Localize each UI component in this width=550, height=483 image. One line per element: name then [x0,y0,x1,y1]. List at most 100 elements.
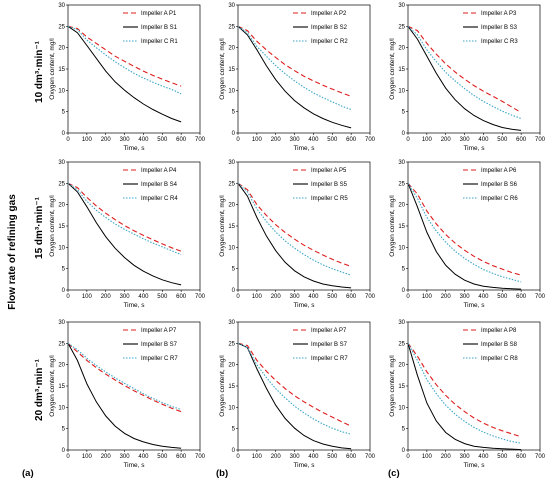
x-tick-label: 200 [441,294,452,300]
x-tick-label: 300 [290,454,301,460]
x-tick-label: 300 [460,454,471,460]
legend-entry: Impeller C R7 [311,356,348,362]
series-line-1 [237,182,352,268]
series-line-1 [237,342,352,427]
legend-entry: Impeller B S4 [141,182,178,188]
legend-entry: Impeller A P2 [311,11,347,17]
y-tick-label: 15 [228,67,235,73]
x-tick-label: 700 [535,294,546,300]
legend-entry: Impeller A P1 [141,11,177,17]
column-label-a: (a) [22,468,34,479]
series-line-3 [237,182,352,276]
x-axis-label: Time, s [293,302,315,309]
y-tick-label: 15 [58,384,65,390]
x-tick-label: 0 [406,137,410,143]
x-tick-label: 100 [252,137,263,143]
y-tick-label: 10 [228,245,235,251]
x-tick-label: 300 [460,294,471,300]
legend-entry: Impeller B S3 [481,25,518,31]
y-tick-label: 10 [58,88,65,94]
legend-entry: Impeller A P7 [311,328,347,334]
x-tick-label: 200 [271,454,282,460]
x-tick-label: 600 [516,294,527,300]
y-axis-label: Oxygen content, mg/l [219,195,226,257]
x-tick-label: 300 [290,294,301,300]
plot-area [237,161,371,291]
series-line-1 [67,25,182,87]
x-tick-label: 400 [478,454,489,460]
y-tick-label: 0 [62,131,66,137]
x-tick-label: 700 [365,294,376,300]
x-axis-label: Time, s [123,145,145,152]
x-tick-label: 0 [406,454,410,460]
legend-entry: Impeller A P7 [141,328,177,334]
x-tick-label: 400 [478,294,489,300]
y-tick-label: 20 [58,203,65,209]
legend-entry: Impeller A P3 [481,11,517,17]
y-tick-label: 25 [228,181,235,187]
x-tick-label: 200 [101,294,112,300]
chart-panel-2: 0 100 200 300 400 500 600 700 0 5 10 15 20 25 30 Time, … [219,3,376,152]
chart-panel-6: 0 100 200 300 400 500 600 700 0 5 10 15 20 25 30 Time, … [389,160,546,309]
legend-entry: Impeller B S2 [311,25,348,31]
x-tick-label: 300 [460,137,471,143]
x-tick-label: 300 [120,137,131,143]
x-tick-label: 600 [516,137,527,143]
x-tick-label: 100 [252,294,263,300]
y-tick-label: 20 [228,363,235,369]
plot-area [67,161,201,291]
x-tick-label: 100 [82,294,93,300]
legend-entry: Impeller C R1 [141,39,178,45]
series-line-1 [407,25,522,113]
plot-area [237,4,371,134]
x-tick-label: 0 [236,137,240,143]
y-tick-label: 10 [58,405,65,411]
x-tick-label: 600 [176,137,187,143]
series-line-1 [407,182,522,276]
y-tick-label: 15 [228,224,235,230]
x-tick-label: 400 [308,454,319,460]
x-tick-label: 500 [497,294,508,300]
plot-area [407,161,541,291]
y-tick-label: 15 [398,224,405,230]
y-tick-label: 0 [62,288,66,294]
y-tick-label: 5 [402,427,406,433]
y-tick-label: 15 [398,67,405,73]
legend-entry: Impeller C R8 [481,356,518,362]
x-tick-label: 100 [422,454,433,460]
x-axis-label: Time, s [123,462,145,469]
x-axis-label: Time, s [293,462,315,469]
y-tick-label: 5 [62,110,66,116]
chart-panel-4: 0 100 200 300 400 500 600 700 0 5 10 15 20 25 30 Time, … [49,160,206,309]
y-tick-label: 15 [58,67,65,73]
x-tick-label: 100 [422,137,433,143]
x-tick-label: 600 [516,454,527,460]
x-tick-label: 100 [422,294,433,300]
legend-entry: Impeller B S7 [311,342,348,348]
x-tick-label: 500 [327,294,338,300]
y-tick-label: 30 [398,320,405,326]
y-tick-label: 5 [232,267,236,273]
x-tick-label: 200 [441,137,452,143]
y-tick-label: 15 [58,224,65,230]
column-label-c: (c) [388,468,400,479]
x-axis-label: Time, s [463,462,485,469]
legend-entry: Impeller C R5 [311,196,348,202]
y-tick-label: 30 [58,160,65,166]
x-tick-label: 200 [101,137,112,143]
x-tick-label: 0 [66,454,70,460]
x-tick-label: 600 [346,137,357,143]
legend-entry: Impeller B S1 [141,25,178,31]
x-tick-label: 0 [236,294,240,300]
x-tick-label: 700 [535,454,546,460]
x-tick-label: 700 [195,294,206,300]
column-label-b: (b) [216,468,228,479]
y-tick-label: 20 [228,46,235,52]
y-tick-label: 10 [398,405,405,411]
y-tick-label: 25 [398,341,405,347]
series-line-3 [67,25,182,95]
legend-entry: Impeller A P6 [481,168,517,174]
x-tick-label: 600 [176,454,187,460]
chart-panel-8: 0 100 200 300 400 500 600 700 0 5 10 15 20 25 30 Time, … [219,320,376,469]
